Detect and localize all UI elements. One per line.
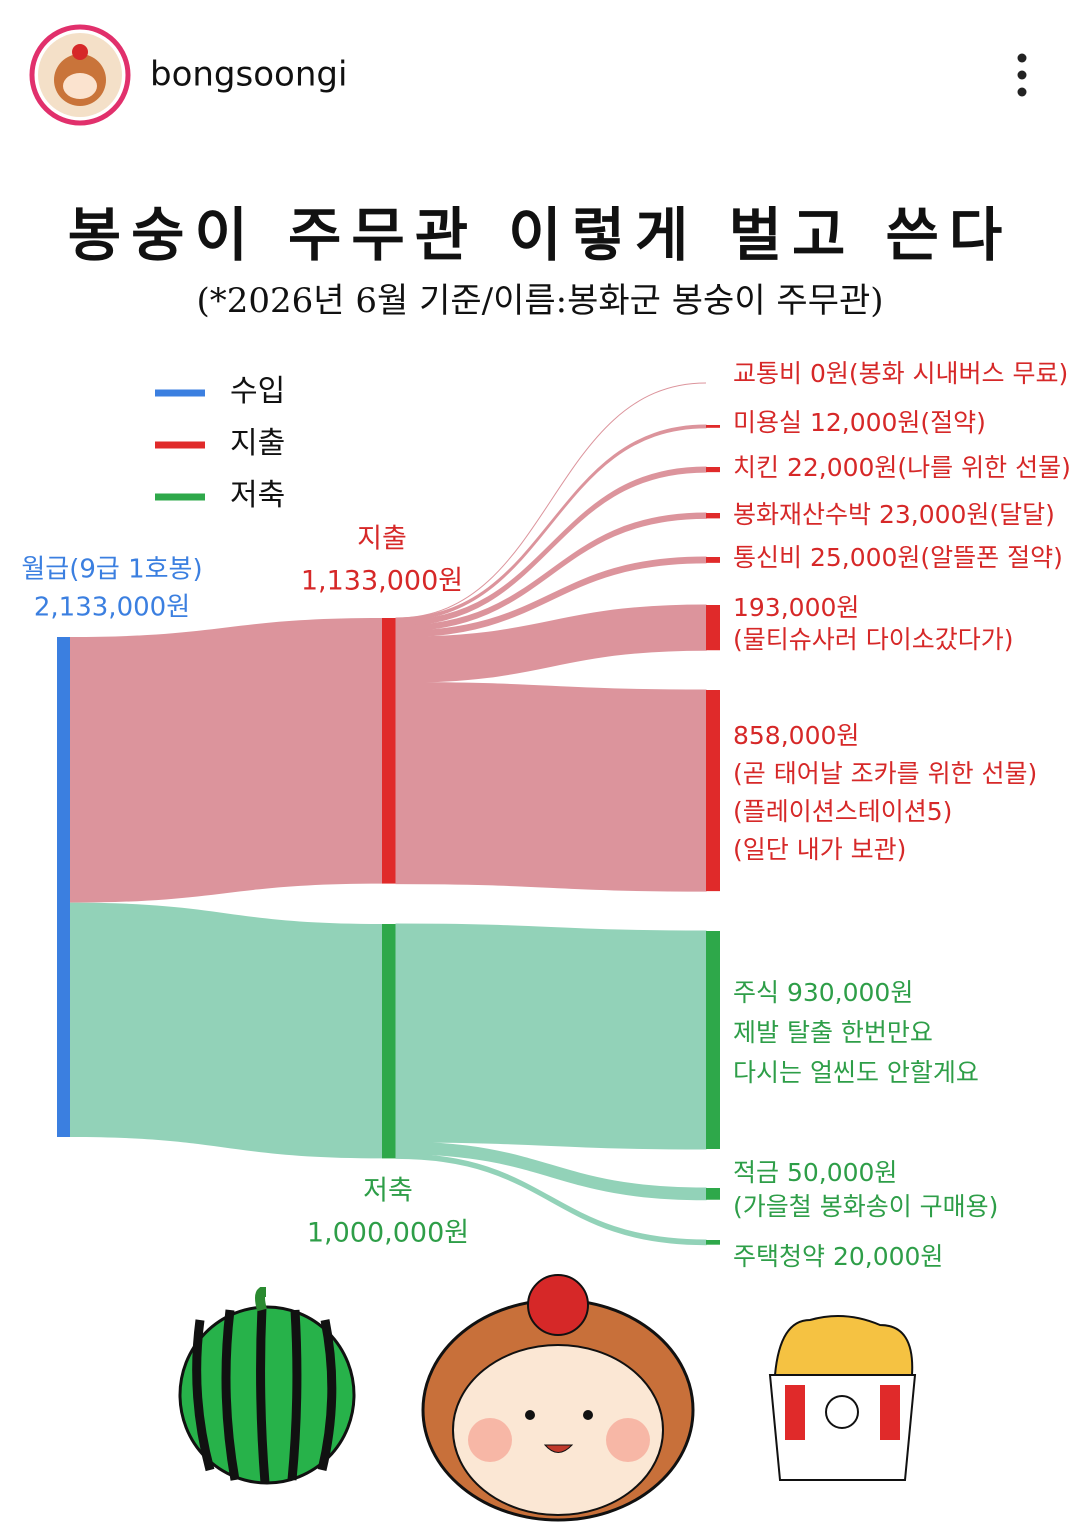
group-node [382, 924, 396, 1159]
avatar-face [63, 73, 97, 99]
chicken-bucket-illustration [768, 1315, 917, 1481]
flow-link [395, 681, 707, 892]
node-label: 193,000원 [733, 593, 859, 622]
node-label: 봉화재산수박 23,000원(달달) [733, 500, 1055, 529]
flow-link [395, 923, 707, 1150]
flow-link [395, 424, 707, 622]
node-label: 치킨 22,000원(나를 위한 선물) [733, 453, 1071, 482]
node-label: 858,000원 [733, 721, 859, 750]
item-node [706, 1240, 720, 1245]
node-label: (물티슈사러 다이소갔다가) [733, 625, 1013, 654]
flow-link [70, 902, 382, 1159]
node-label: 1,133,000원 [301, 566, 463, 597]
node-label: 통신비 25,000원(알뜰폰 절약) [733, 543, 1063, 572]
avatar-ring[interactable] [29, 24, 131, 126]
flow-link [395, 466, 707, 627]
flow-link [70, 618, 382, 903]
item-node [706, 557, 720, 563]
item-node [706, 931, 720, 1150]
more-button[interactable] [1017, 53, 1027, 97]
node-label: 제발 탈출 한번만요 [733, 1018, 933, 1047]
node-label: 1,000,000원 [307, 1218, 469, 1249]
flow-link [395, 1153, 707, 1246]
node-label: 주택청약 20,000원 [733, 1242, 943, 1271]
flow-link [395, 382, 707, 619]
item-node [706, 605, 720, 651]
item-node [706, 513, 720, 519]
node-label: 다시는 얼씬도 안할게요 [733, 1058, 979, 1087]
node-label: 적금 50,000원 [733, 1158, 897, 1187]
item-node [706, 467, 720, 473]
income-node [57, 637, 70, 1137]
username[interactable]: bongsoongi [150, 55, 347, 95]
flow-link [395, 1141, 707, 1201]
item-node [706, 1188, 720, 1200]
node-label: 지출 [357, 524, 407, 555]
item-node [706, 425, 720, 428]
avatar-apple [72, 44, 88, 60]
chart-title: 봉숭이 주무관 이렇게 벌고 쓴다 [68, 201, 1012, 269]
node-label: 2,133,000원 [34, 593, 190, 623]
item-node [706, 690, 720, 892]
node-label: 주식 930,000원 [733, 978, 913, 1007]
chart-subtitle: (*2026년 6월 기준/이름:봉화군 봉숭이 주무관) [196, 281, 883, 321]
node-label: 교통비 0원(봉화 시내버스 무료) [733, 359, 1068, 388]
node-label: (플레이션스테이션5) [733, 797, 952, 826]
monkey-illustration [421, 1274, 695, 1522]
node-label: 저축 [363, 1176, 413, 1207]
node-label: (곧 태어날 조카를 위한 선물) [733, 759, 1037, 788]
legend-label: 저축 [230, 478, 285, 513]
group-node [382, 618, 396, 884]
node-label: 월급(9급 1호봉) [21, 555, 202, 585]
node-label: 미용실 12,000원(절약) [733, 408, 986, 437]
node-label: (가을철 봉화송이 구매용) [733, 1192, 998, 1221]
watermelon-illustration [178, 1287, 356, 1485]
legend-label: 지출 [230, 426, 285, 461]
node-label: (일단 내가 보관) [733, 835, 906, 864]
legend-label: 수입 [230, 374, 285, 409]
